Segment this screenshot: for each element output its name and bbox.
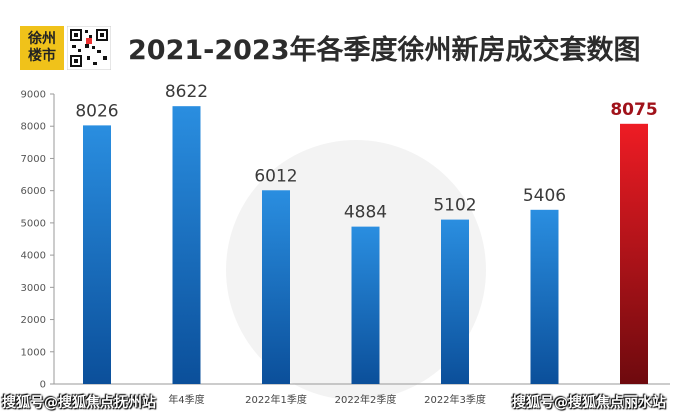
x-tick-label: 年4季度 bbox=[168, 393, 204, 406]
bar bbox=[351, 226, 380, 384]
y-axis: 0 1000 2000 3000 4000 5000 6000 7000 8000 9000 bbox=[21, 90, 670, 391]
bar bbox=[172, 106, 201, 385]
y-tick-label: 5000 bbox=[21, 218, 46, 229]
logo-line-1: 徐州 bbox=[28, 31, 56, 47]
y-tick-label: 4000 bbox=[21, 251, 46, 262]
y-tick-label: 3000 bbox=[21, 283, 46, 294]
watermark-left: 搜狐号@搜狐焦点抚州站 bbox=[2, 395, 156, 411]
chart-header: 徐州 楼市 2021-2023年各季度徐州新房成交套数图 bbox=[0, 0, 693, 78]
data-label: 8075 bbox=[610, 100, 657, 120]
bar bbox=[620, 123, 648, 385]
y-tick-label: 9000 bbox=[21, 90, 46, 101]
data-label: 5406 bbox=[523, 186, 566, 206]
qr-code-icon bbox=[67, 26, 111, 70]
bar bbox=[530, 209, 559, 384]
y-tick-label: 2000 bbox=[21, 315, 46, 326]
bar bbox=[262, 190, 290, 384]
x-tick-label: 2022年1季度 bbox=[245, 393, 307, 406]
logo-line-2: 楼市 bbox=[28, 48, 56, 64]
data-label: 4884 bbox=[344, 203, 387, 223]
bar-chart: 0 1000 2000 3000 4000 5000 6000 7000 8000 9000 80… bbox=[21, 82, 670, 406]
data-label: 5102 bbox=[433, 196, 476, 216]
y-tick-label: 6000 bbox=[21, 186, 46, 197]
x-axis-labels: 年4季度 2022年1季度 2022年2季度 2022年3季度 bbox=[168, 393, 486, 406]
watermark-right: 搜狐号@搜狐焦点丽水站 bbox=[512, 395, 666, 411]
xuzhou-loushi-logo: 徐州 楼市 bbox=[20, 26, 64, 70]
bar bbox=[83, 125, 111, 384]
y-tick-label: 8000 bbox=[21, 122, 46, 133]
data-label: 8622 bbox=[165, 82, 208, 102]
x-tick-label: 2022年2季度 bbox=[335, 393, 397, 406]
data-label: 6012 bbox=[254, 166, 297, 186]
x-tick-label: 2022年3季度 bbox=[424, 393, 486, 406]
y-tick-label: 7000 bbox=[21, 154, 46, 165]
bars bbox=[83, 106, 648, 385]
value-labels: 8026 8622 6012 4884 5102 5406 8075 bbox=[75, 82, 657, 222]
data-label: 8026 bbox=[75, 101, 118, 121]
y-tick-label: 1000 bbox=[21, 347, 46, 358]
bar bbox=[441, 219, 469, 384]
chart-title: 2021-2023年各季度徐州新房成交套数图 bbox=[128, 35, 641, 66]
y-tick-label: 0 bbox=[40, 380, 46, 391]
